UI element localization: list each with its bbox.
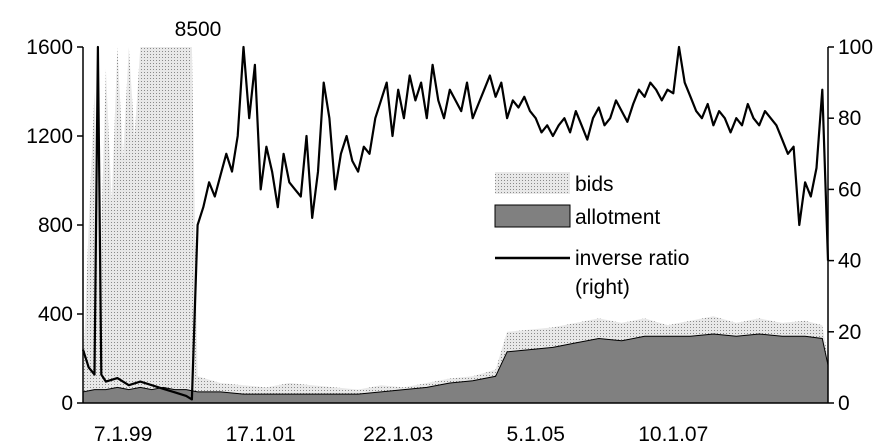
legend-label-inverse-ratio-right: (right) bbox=[575, 276, 630, 299]
y-left-tick-label: 800 bbox=[38, 214, 73, 237]
allotment-area bbox=[82, 333, 829, 404]
legend: bids allotment inverse ratio (right) bbox=[494, 172, 689, 299]
annotation-8500: 8500 bbox=[175, 18, 222, 41]
axes bbox=[77, 46, 834, 404]
legend-swatch-bids bbox=[495, 172, 570, 194]
allotment-series bbox=[82, 333, 829, 404]
legend-swatch-allotment bbox=[494, 204, 571, 228]
inverse-ratio-line bbox=[81, 45, 830, 401]
y-right-tick-label: 80 bbox=[838, 107, 861, 130]
legend-label-allotment: allotment bbox=[575, 206, 660, 229]
x-tick-label: 17.1.01 bbox=[226, 423, 296, 446]
y-right-tick-label: 0 bbox=[838, 392, 850, 415]
tick-labels: 0 400 800 1200 1600 0 20 40 60 80 100 7.1.99 17.1.01… bbox=[26, 36, 873, 446]
y-right-tick-label: 40 bbox=[838, 250, 861, 273]
x-tick-label: 5.1.05 bbox=[507, 423, 565, 446]
legend-label-inverse-ratio: inverse ratio bbox=[575, 247, 689, 270]
legend-label-bids: bids bbox=[575, 173, 614, 196]
y-right-tick-label: 100 bbox=[838, 36, 873, 59]
x-tick-label: 7.1.99 bbox=[94, 423, 152, 446]
x-tick-label: 22.1.03 bbox=[363, 423, 433, 446]
y-right-tick-label: 60 bbox=[838, 178, 861, 201]
x-tick-label: 10.1.07 bbox=[638, 423, 708, 446]
inverse-ratio-series bbox=[81, 45, 830, 401]
y-left-tick-label: 0 bbox=[61, 392, 73, 415]
y-left-tick-label: 1200 bbox=[26, 125, 73, 148]
y-right-tick-label: 20 bbox=[838, 321, 861, 344]
y-left-tick-label: 1600 bbox=[26, 36, 73, 59]
y-left-tick-label: 400 bbox=[38, 303, 73, 326]
